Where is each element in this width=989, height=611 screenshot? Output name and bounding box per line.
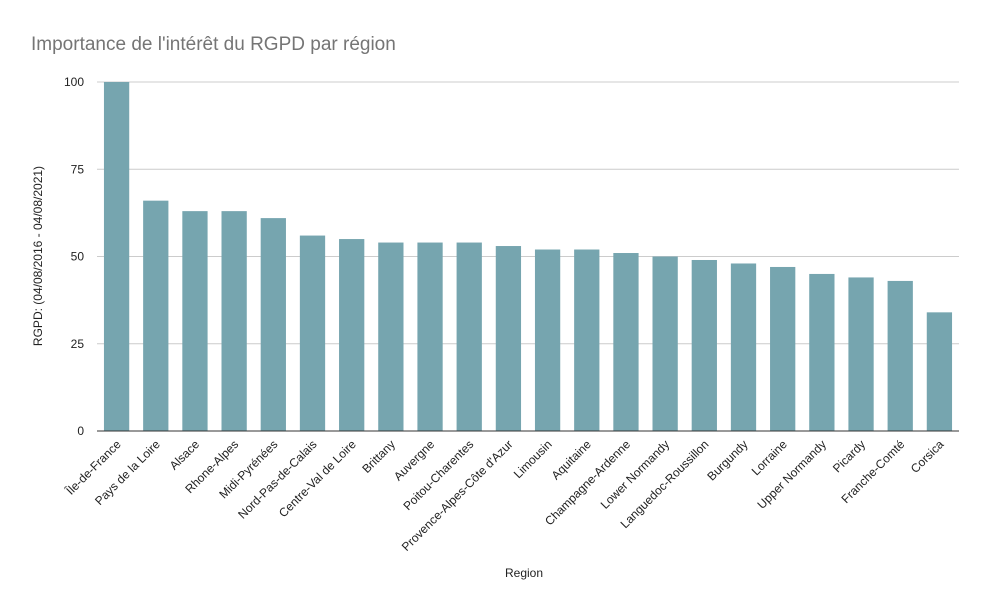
y-tick-label: 0	[77, 424, 84, 438]
x-tick-label: Poitou-Charentes	[400, 437, 476, 513]
x-tick-label: Burgundy	[704, 437, 750, 483]
bar	[652, 256, 678, 431]
bar	[456, 242, 482, 431]
x-tick-label: Centre-Val de Loire	[276, 437, 359, 520]
bar	[143, 200, 169, 431]
x-tick-label: Corsica	[908, 437, 947, 476]
bar	[260, 218, 286, 431]
x-tick-label: Limousin	[511, 437, 555, 481]
bar	[613, 253, 639, 431]
y-tick-label: 50	[71, 250, 85, 264]
chart-title: Importance de l'intérêt du RGPD par régi…	[31, 34, 396, 55]
x-tick-label: Brittany	[359, 437, 398, 476]
x-tick-label: Upper Normandy	[754, 437, 829, 512]
y-axis-ticks: 0 25 50 75 100	[64, 75, 84, 438]
y-tick-label: 100	[64, 75, 84, 89]
bar	[887, 280, 913, 431]
bar	[417, 242, 443, 431]
x-tick-label: Lower Normandy	[598, 437, 673, 512]
bars	[103, 82, 953, 431]
bar	[378, 242, 404, 431]
bar	[574, 249, 600, 431]
y-axis-label: RGPD: (04/08/2016 - 04/08/2021)	[31, 166, 45, 346]
bar	[299, 235, 326, 431]
bar	[103, 82, 130, 431]
bar	[339, 239, 365, 431]
bar	[691, 259, 717, 431]
bar	[730, 263, 757, 431]
y-tick-label: 75	[71, 162, 85, 176]
bar	[926, 312, 953, 431]
bar	[848, 277, 874, 431]
x-tick-label: Alsace	[167, 437, 203, 473]
x-tick-label: Picardy	[830, 437, 868, 475]
bar	[534, 249, 561, 431]
x-axis-label: Region	[505, 566, 543, 580]
bar	[770, 266, 796, 431]
y-tick-label: 25	[71, 337, 85, 351]
bar	[221, 211, 247, 431]
bar	[809, 273, 835, 431]
bar	[182, 211, 208, 431]
bar	[495, 246, 522, 431]
